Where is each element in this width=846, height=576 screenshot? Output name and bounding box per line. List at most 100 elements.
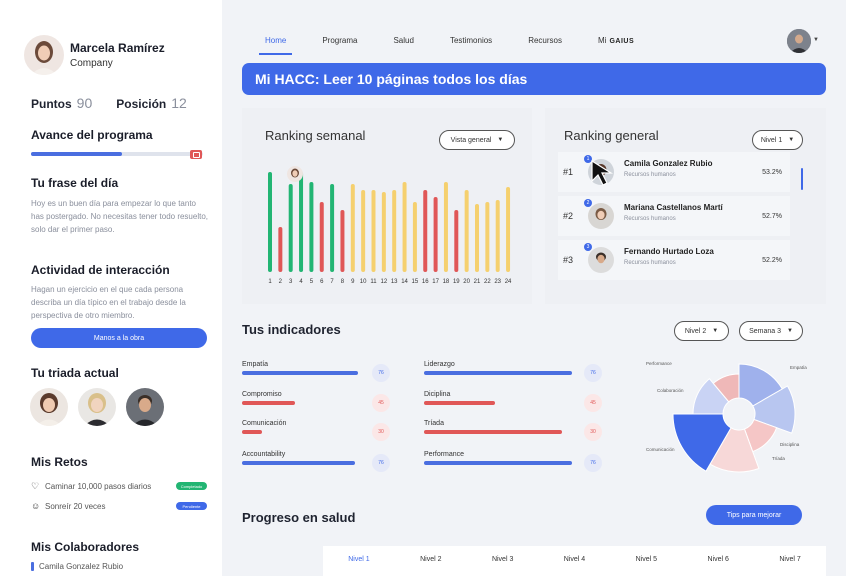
collaborator-indicator xyxy=(31,562,34,571)
x-tick-label: 18 xyxy=(443,279,450,285)
bar-2 xyxy=(278,227,283,272)
ranking-scrollbar[interactable] xyxy=(801,168,803,190)
stats: Puntos 90 Posición 12 xyxy=(31,95,187,113)
general-level-dropdown[interactable]: Nivel 1 ▼ xyxy=(752,130,803,150)
nav-testimonios[interactable]: Testimonios xyxy=(449,36,493,45)
indicator-score-badge: 76 xyxy=(372,454,390,472)
indicator-label: Accountability xyxy=(242,451,286,458)
rank-number: #3 xyxy=(563,255,574,265)
bar-11 xyxy=(371,190,376,272)
reto-item[interactable]: ☺ Sonreír 20 veces Pendiente xyxy=(31,501,207,511)
points-label: Puntos xyxy=(31,97,72,111)
activity-text: Hagan un ejercicio en el que cada person… xyxy=(31,285,186,320)
general-level-value: Nivel 1 xyxy=(760,136,783,144)
indicator-label: Liderazgo xyxy=(424,361,455,368)
sidebar: Marcela Ramírez Company Puntos 90 Posició… xyxy=(0,0,222,576)
bar-10 xyxy=(361,190,366,272)
collaborator-name: Camila Gonzalez Rubio xyxy=(39,562,124,571)
finish-flag-icon xyxy=(190,150,202,159)
indicators-week-value: Semana 3 xyxy=(749,327,781,335)
user-menu-caret-icon[interactable]: ▼ xyxy=(813,37,819,43)
weekly-ranking-chart: 1 2 3 4 5 6 7 8 9 10 11 12 13 14 15 16 17 18 19 20 21 22 23 24 xyxy=(268,172,512,285)
tab-nivel-2[interactable]: Nivel 2 xyxy=(420,556,442,563)
tab-nivel-5[interactable]: Nivel 5 xyxy=(635,556,658,563)
chevron-down-icon: ▼ xyxy=(712,328,719,334)
x-tick-label: 9 xyxy=(351,279,355,285)
nav-salud[interactable]: Salud xyxy=(393,36,414,45)
tab-nivel-3[interactable]: Nivel 3 xyxy=(491,556,514,563)
indicators-level-value: Nivel 2 xyxy=(684,327,707,335)
nav-programa[interactable]: Programa xyxy=(322,36,358,45)
bar-7 xyxy=(330,184,335,272)
rank-name: Mariana Castellanos Martí xyxy=(624,203,723,212)
phrase-title: Tu frase del día xyxy=(31,176,119,190)
x-tick-label: 12 xyxy=(381,279,388,285)
tab-nivel-4[interactable]: Nivel 4 xyxy=(563,556,586,563)
bar-19 xyxy=(454,210,459,272)
tab-nivel-7[interactable]: Nivel 7 xyxy=(779,556,801,563)
collaborator-item[interactable]: Camila Gonzalez Rubio xyxy=(31,562,123,571)
nav-home[interactable]: Home xyxy=(258,36,293,55)
tab-nivel-6[interactable]: Nivel 6 xyxy=(707,556,729,563)
indicator-bar xyxy=(424,430,562,434)
hacc-banner: Mi HACC: Leer 10 páginas todos los días xyxy=(242,63,826,95)
indicators-week-dropdown[interactable]: Semana 3 ▼ xyxy=(739,321,803,341)
radial-label: Tríada xyxy=(772,456,785,461)
weekly-view-dropdown[interactable]: Vista general ▼ xyxy=(439,130,515,150)
bar-20 xyxy=(464,190,469,272)
user-menu-avatar[interactable] xyxy=(787,29,811,53)
rank-number: #1 xyxy=(563,167,574,177)
rank-name: Fernando Hurtado Loza xyxy=(624,247,714,256)
indicator-bar xyxy=(424,461,572,465)
ranking-row[interactable]: #3 3 Fernando Hurtado Loza Recursos huma… xyxy=(558,240,790,280)
profile-card[interactable]: Marcela Ramírez Company xyxy=(24,35,165,75)
radial-segment xyxy=(672,413,732,472)
indicators-level-dropdown[interactable]: Nivel 2 ▼ xyxy=(674,321,729,341)
x-tick-label: 4 xyxy=(299,279,303,285)
health-level-tabs: Nivel 1 Nivel 2 Nivel 3 Nivel 4 Nivel 5 … xyxy=(323,546,826,576)
mouse-pointer-icon xyxy=(591,159,614,186)
rank-department: Recursos humanos xyxy=(624,172,676,178)
radial-label: Performance xyxy=(646,361,672,366)
bar-23 xyxy=(495,200,500,272)
indicator-bar xyxy=(242,401,296,405)
nav-mi-label: Mi xyxy=(597,36,607,45)
triad-avatar-3[interactable] xyxy=(126,388,164,426)
health-progress-title: Progreso en salud xyxy=(242,510,356,525)
x-tick-label: 7 xyxy=(330,279,334,285)
bar-9 xyxy=(350,184,355,272)
weekly-view-value: Vista general xyxy=(450,136,492,144)
triad-avatar-2[interactable] xyxy=(78,388,116,426)
nav-recursos[interactable]: Recursos xyxy=(528,36,562,45)
triad-avatar-1[interactable] xyxy=(30,388,68,426)
tips-button[interactable]: Tips para mejorar xyxy=(706,505,802,525)
current-user-marker-avatar xyxy=(287,166,303,182)
rank-number: #2 xyxy=(563,211,574,221)
indicator-bar xyxy=(242,461,355,465)
ranking-row[interactable]: #2 2 Mariana Castellanos Martí Recursos … xyxy=(558,196,790,236)
manos-a-la-obra-button[interactable]: Manos a la obra xyxy=(31,328,207,348)
rank-avatar xyxy=(588,203,614,229)
indicator-score-badge: 30 xyxy=(372,423,390,441)
reto-status-badge: Pendiente xyxy=(176,502,207,510)
tab-nivel-1[interactable]: Nivel 1 xyxy=(348,556,370,563)
indicators-title: Tus indicadores xyxy=(242,322,341,337)
phrase-text: Hoy es un buen día para empezar lo que t… xyxy=(31,199,208,234)
rank-score: 52.2% xyxy=(762,256,782,264)
x-tick-label: 19 xyxy=(453,279,460,285)
x-tick-label: 14 xyxy=(401,279,408,285)
x-tick-label: 8 xyxy=(341,279,345,285)
x-tick-label: 10 xyxy=(360,279,367,285)
program-progress-fill xyxy=(31,152,123,156)
bar-16 xyxy=(423,190,428,272)
indicator-label: Comunicación xyxy=(242,420,287,427)
heart-icon: ♡ xyxy=(31,481,40,491)
x-tick-label: 15 xyxy=(412,279,419,285)
radial-segment xyxy=(692,378,730,415)
x-tick-label: 23 xyxy=(494,279,501,285)
reto-item[interactable]: ♡ Caminar 10,000 pasos diarios Completad… xyxy=(31,481,207,491)
general-ranking-title: Ranking general xyxy=(564,128,659,143)
nav-mi-gaius[interactable]: Mi GAIUS xyxy=(598,36,634,53)
profile-avatar[interactable] xyxy=(24,35,64,75)
bar-15 xyxy=(412,202,417,272)
